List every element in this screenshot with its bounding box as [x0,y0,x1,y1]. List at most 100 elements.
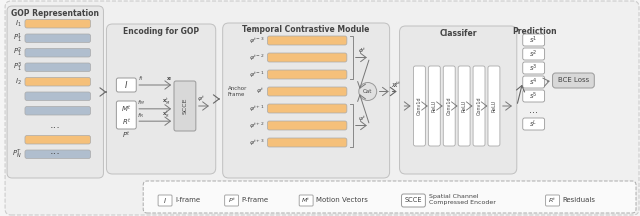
Text: $\varphi^{t-2}$: $\varphi^{t-2}$ [248,52,264,63]
FancyBboxPatch shape [523,62,545,74]
Text: $P^t$: $P^t$ [228,196,236,205]
Text: Spatial Channel
Compressed Encoder: Spatial Channel Compressed Encoder [429,194,496,205]
Text: Conv1d: Conv1d [447,97,452,115]
Text: $s^1$: $s^1$ [529,34,538,46]
Text: $f_R$: $f_R$ [137,111,144,120]
FancyBboxPatch shape [7,6,104,178]
Text: $s^3$: $s^3$ [529,62,538,74]
FancyBboxPatch shape [428,66,440,146]
Text: $R^t$: $R^t$ [548,196,557,205]
FancyBboxPatch shape [401,194,426,207]
Text: $f_I$: $f_I$ [138,74,143,83]
FancyBboxPatch shape [25,19,90,28]
Text: $\chi^t$: $\chi^t$ [392,80,401,89]
FancyBboxPatch shape [268,104,347,113]
FancyBboxPatch shape [143,181,636,213]
Text: SCCE: SCCE [182,98,188,114]
FancyBboxPatch shape [268,87,347,96]
Text: $s^2$: $s^2$ [529,48,538,60]
FancyBboxPatch shape [25,49,90,57]
Text: $\mathbf{x}^t_M$: $\mathbf{x}^t_M$ [162,97,171,107]
FancyBboxPatch shape [25,63,90,71]
Text: GOP Representation: GOP Representation [12,8,99,17]
Text: Prediction: Prediction [513,27,557,35]
Text: $I_1$: $I_1$ [15,19,22,29]
FancyBboxPatch shape [223,23,390,178]
FancyBboxPatch shape [268,53,347,62]
FancyBboxPatch shape [116,101,136,129]
FancyBboxPatch shape [523,90,545,102]
FancyBboxPatch shape [268,70,347,79]
Text: $P_N^T$: $P_N^T$ [12,148,22,161]
Text: $M^t$: $M^t$ [301,196,311,205]
FancyBboxPatch shape [552,73,595,88]
FancyBboxPatch shape [116,78,136,92]
Text: Conv1d: Conv1d [477,97,481,115]
FancyBboxPatch shape [25,135,90,144]
FancyBboxPatch shape [158,195,172,206]
Text: Classifer: Classifer [440,29,477,38]
Text: $\varphi^{t-1}$: $\varphi^{t-1}$ [248,69,264,80]
Circle shape [359,83,377,100]
Text: $P_1^2$: $P_1^2$ [13,46,22,59]
Text: Anchor
Frame: Anchor Frame [228,86,247,97]
FancyBboxPatch shape [488,66,500,146]
Text: P-frame: P-frame [241,197,269,203]
Text: $P^t$: $P^t$ [122,129,131,140]
FancyBboxPatch shape [106,24,216,174]
FancyBboxPatch shape [523,48,545,60]
Text: $\varphi^{t+3}$: $\varphi^{t+3}$ [248,137,264,148]
Text: Conv1d: Conv1d [417,97,422,115]
FancyBboxPatch shape [25,92,90,100]
Text: $M^t$: $M^t$ [121,103,132,114]
Text: $f_M$: $f_M$ [137,98,145,107]
Text: $\varphi^t$: $\varphi^t$ [256,87,264,97]
Text: $\chi^t$: $\chi^t$ [390,80,399,89]
Text: Motion Vectors: Motion Vectors [316,197,368,203]
FancyBboxPatch shape [399,26,516,174]
FancyBboxPatch shape [25,78,90,86]
Text: $\psi^t$: $\psi^t$ [358,114,366,124]
FancyBboxPatch shape [268,36,347,45]
FancyBboxPatch shape [444,66,455,146]
Text: SCCE: SCCE [404,197,422,203]
Text: ...: ... [50,146,61,156]
FancyBboxPatch shape [225,195,239,206]
FancyBboxPatch shape [25,150,90,159]
FancyBboxPatch shape [5,1,639,215]
Text: ReLU: ReLU [432,100,437,112]
Text: $s^5$: $s^5$ [529,90,538,102]
FancyBboxPatch shape [473,66,485,146]
Text: $P_1^1$: $P_1^1$ [13,32,22,45]
Text: $P_1^3$: $P_1^3$ [13,61,22,74]
Text: $\mathbf{x}^t_R$: $\mathbf{x}^t_R$ [162,109,170,120]
Text: $\varphi^{t+2}$: $\varphi^{t+2}$ [248,120,264,131]
Text: $I$: $I$ [124,79,129,91]
Text: Cat: Cat [363,89,372,94]
Text: ...: ... [50,121,61,130]
Text: BCE Loss: BCE Loss [558,78,589,84]
Text: $R^t$: $R^t$ [122,116,131,127]
FancyBboxPatch shape [458,66,470,146]
Text: I-frame: I-frame [175,197,200,203]
Text: ...: ... [529,105,538,115]
Text: $\varphi^{t+1}$: $\varphi^{t+1}$ [248,103,264,114]
Text: $\varphi^{t-3}$: $\varphi^{t-3}$ [248,35,264,46]
FancyBboxPatch shape [546,195,559,206]
Text: $s^4$: $s^4$ [529,76,538,88]
FancyBboxPatch shape [174,81,196,131]
Text: $\mathbf{x}_I$: $\mathbf{x}_I$ [166,75,173,83]
FancyBboxPatch shape [523,76,545,88]
FancyBboxPatch shape [268,138,347,147]
Text: $\phi^t$: $\phi^t$ [358,46,366,56]
FancyBboxPatch shape [523,34,545,46]
FancyBboxPatch shape [268,121,347,130]
Text: $I_2$: $I_2$ [15,77,22,87]
FancyBboxPatch shape [25,34,90,43]
Text: Residuals: Residuals [563,197,595,203]
FancyBboxPatch shape [25,106,90,115]
FancyBboxPatch shape [523,118,545,130]
Text: ReLU: ReLU [492,100,497,112]
FancyBboxPatch shape [299,195,313,206]
Text: ReLU: ReLU [461,100,467,112]
